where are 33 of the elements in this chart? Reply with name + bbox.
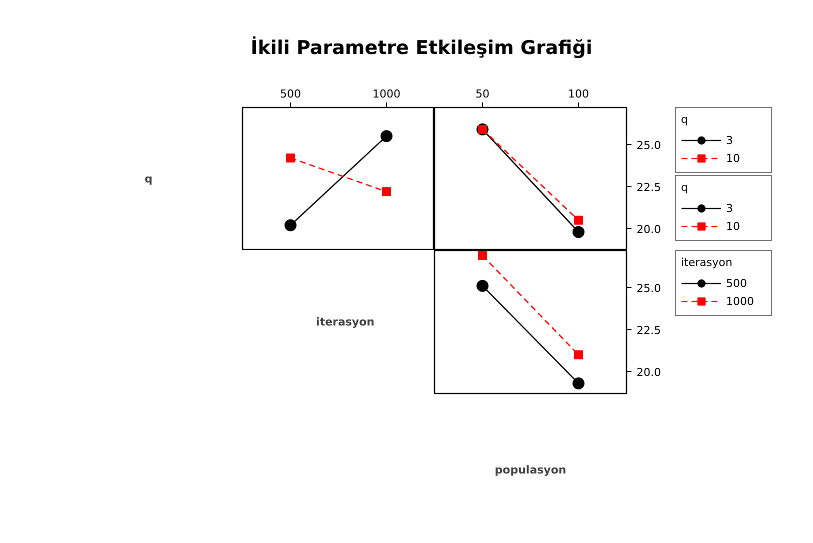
x-axis-title: populasyon — [494, 464, 566, 476]
point — [572, 226, 584, 238]
legend-title: q — [681, 181, 689, 194]
point — [286, 153, 295, 162]
point — [574, 216, 583, 225]
x-tick-label: 500 — [280, 88, 301, 100]
legend-label: 500 — [726, 276, 748, 292]
x-tick-label: 50 — [476, 88, 490, 100]
y-tick-label: 25.0 — [636, 282, 661, 296]
y-tick-label: 20.0 — [636, 223, 661, 236]
point — [572, 377, 584, 390]
legend-label: 10 — [726, 218, 741, 234]
y-tick-label: 22.5 — [636, 324, 661, 338]
legend-title: iterasyon — [681, 256, 734, 269]
point — [284, 219, 296, 232]
legend-label: 10 — [726, 150, 741, 166]
chart-title: İkili Parametre Etkileşim Grafiği — [250, 35, 592, 61]
legend-label: 3 — [726, 200, 734, 216]
y-tick-label: 22.5 — [636, 181, 661, 194]
point — [380, 130, 392, 142]
point — [478, 251, 487, 260]
legend-title: q — [681, 113, 689, 126]
point — [476, 280, 488, 292]
point — [574, 350, 583, 360]
x-tick-label: 1000 — [372, 88, 401, 100]
legend-label: 3 — [726, 132, 734, 148]
y-tick-label: 20.0 — [636, 366, 661, 380]
point — [382, 187, 391, 196]
legend-label: 1000 — [726, 294, 755, 310]
y-axis-title: iterasyon — [316, 316, 375, 328]
y-tick-label: 25.0 — [636, 139, 661, 152]
y-axis-title: q — [144, 172, 152, 186]
x-tick-label: 100 — [568, 88, 589, 100]
